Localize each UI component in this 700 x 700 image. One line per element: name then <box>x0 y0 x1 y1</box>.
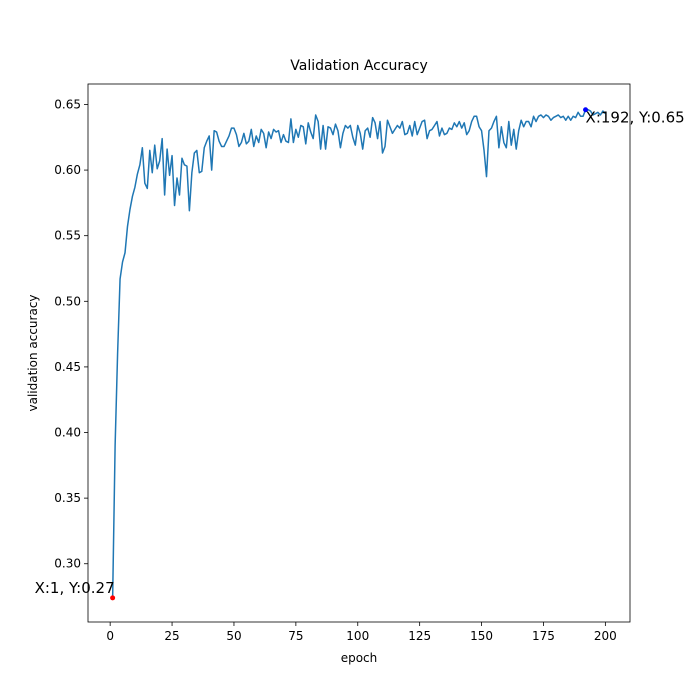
x-tick-label: 175 <box>532 629 555 643</box>
x-tick-label: 75 <box>288 629 303 643</box>
chart-title: Validation Accuracy <box>290 58 428 74</box>
annotation-point <box>583 107 589 113</box>
y-tick-label: 0.35 <box>54 491 81 505</box>
y-tick-label: 0.55 <box>54 229 81 243</box>
y-tick-label: 0.40 <box>54 426 81 440</box>
y-tick-label: 0.30 <box>54 557 81 571</box>
y-tick-label: 0.50 <box>54 294 81 308</box>
x-tick-label: 125 <box>408 629 431 643</box>
y-tick-label: 0.45 <box>54 360 81 374</box>
plot-frame <box>87 83 631 623</box>
x-tick-label: 50 <box>226 629 241 643</box>
annotation-point <box>110 595 116 601</box>
x-tick-label: 200 <box>594 629 617 643</box>
y-axis-label: validation accuracy <box>26 294 40 411</box>
x-axis-label: epoch <box>341 651 378 665</box>
x-tick-label: 0 <box>106 629 114 643</box>
line-series <box>111 108 606 598</box>
x-tick-label: 150 <box>470 629 493 643</box>
x-tick-label: 25 <box>164 629 179 643</box>
y-tick-label: 0.65 <box>54 97 81 111</box>
x-tick-label: 100 <box>346 629 369 643</box>
annotation-label: X:192, Y:0.65 <box>586 109 685 127</box>
annotation-label: X:1, Y:0.27 <box>35 579 115 597</box>
y-tick-label: 0.60 <box>54 163 81 177</box>
